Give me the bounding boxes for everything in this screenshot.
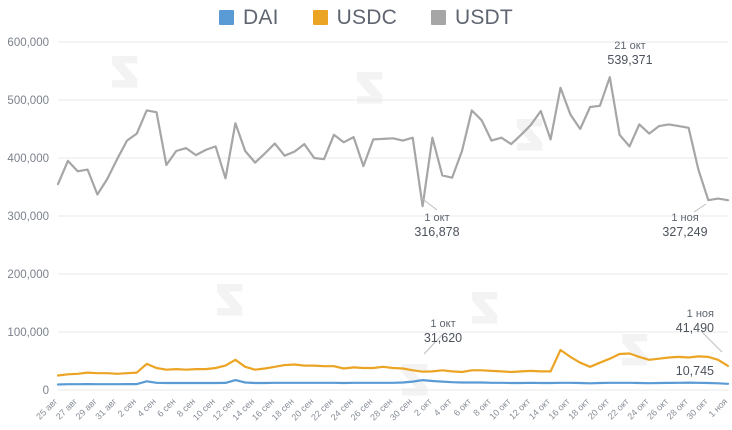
series-line-usdt — [56, 76, 730, 208]
x-axis-tick-label: 2 окт — [412, 396, 434, 418]
annotation-value: 327,249 — [662, 225, 707, 239]
watermark-icon — [217, 284, 243, 316]
y-axis-tick-label: 200,000 — [7, 269, 49, 281]
chart-svg: 0 100,000 200,000 300,000 400,000 500,000 600,… — [7, 37, 730, 423]
watermark-icon — [357, 72, 383, 104]
plot-area: 0 100,000 200,000 300,000 400,000 500,000 600,… — [0, 34, 732, 430]
annotation-leader-line — [693, 203, 707, 213]
x-axis-tick-label: 18 окт — [566, 396, 591, 421]
series-line-dai — [56, 379, 730, 386]
legend-item-usdc[interactable]: USDC — [312, 5, 397, 29]
x-axis-tick-label: 20 окт — [586, 396, 611, 421]
legend-label-usdc: USDC — [336, 5, 397, 29]
annotation-value: 41,490 — [676, 321, 714, 335]
watermark-icon — [402, 364, 428, 396]
square-swatch-icon — [312, 9, 328, 25]
legend-item-usdt[interactable]: USDT — [430, 5, 513, 29]
gridlines — [58, 41, 728, 391]
watermark-icon — [517, 119, 543, 151]
x-axis-tick-label: 10 окт — [487, 396, 512, 421]
square-swatch-icon — [430, 9, 446, 25]
annotation-value: 316,878 — [414, 225, 459, 239]
annotation-date: 21 окт — [614, 40, 645, 52]
y-axis-tick-label: 500,000 — [7, 95, 49, 107]
x-axis-tick-label: 4 сен — [135, 396, 158, 419]
y-axis-tick-label: 100,000 — [7, 327, 49, 339]
x-axis-tick-label: 31 авг — [93, 396, 119, 422]
y-axis-labels: 0 100,000 200,000 300,000 400,000 500,000 600,… — [7, 37, 49, 397]
watermark-icon — [112, 56, 138, 88]
x-axis-tick-label: 16 окт — [547, 396, 572, 421]
watermark-icon — [472, 292, 498, 324]
x-axis-tick-label: 12 окт — [507, 396, 532, 421]
annotation-date: 1 окт — [424, 212, 449, 224]
y-axis-tick-label: 400,000 — [7, 153, 49, 165]
annotation-leader-line — [419, 196, 438, 211]
annotation-value: 539,371 — [607, 53, 652, 67]
square-swatch-icon — [219, 9, 235, 25]
x-axis-tick-label: 30 сен — [388, 396, 414, 422]
x-axis-tick-label: 30 окт — [684, 396, 709, 421]
annotation-date: 1 ноя — [671, 212, 698, 224]
annotation-date: 1 окт — [430, 318, 455, 330]
legend-label-dai: DAI — [243, 5, 279, 29]
legend-item-dai[interactable]: DAI — [219, 7, 279, 28]
y-axis-tick-label: 300,000 — [7, 211, 49, 223]
x-axis-tick-label: 6 сен — [155, 396, 178, 419]
annotation-value: 10,745 — [676, 364, 714, 378]
x-axis-tick-label: 28 окт — [665, 396, 690, 421]
x-axis-tick-label: 14 окт — [527, 396, 552, 421]
annotation-dai-nov1: 10,745 — [676, 364, 714, 378]
x-axis-tick-label: 6 окт — [452, 396, 474, 418]
x-axis-tick-label: 1 ноя — [707, 396, 730, 419]
chart-legend: DAI USDC USDT — [0, 0, 732, 34]
watermark-icon — [622, 334, 648, 366]
series-line-usdc — [56, 348, 730, 377]
x-axis-tick-label: 26 окт — [645, 396, 670, 421]
y-axis-tick-label: 600,000 — [7, 37, 49, 49]
annotation-leader-line — [423, 333, 444, 355]
x-axis-tick-label: 2 сен — [116, 396, 139, 419]
x-axis-tick-label: 24 окт — [625, 396, 650, 421]
annotation-leader-line — [701, 331, 723, 353]
legend-label-usdt: USDT — [454, 5, 513, 29]
x-axis-tick-label: 4 окт — [432, 396, 454, 418]
annotation-date: 1 ноя — [687, 308, 714, 320]
x-axis-tick-label: 22 окт — [606, 396, 631, 421]
annotation-value: 31,620 — [424, 331, 462, 345]
series-lines — [56, 76, 730, 386]
y-axis-tick-label: 0 — [43, 385, 49, 397]
watermark-group — [112, 56, 648, 396]
